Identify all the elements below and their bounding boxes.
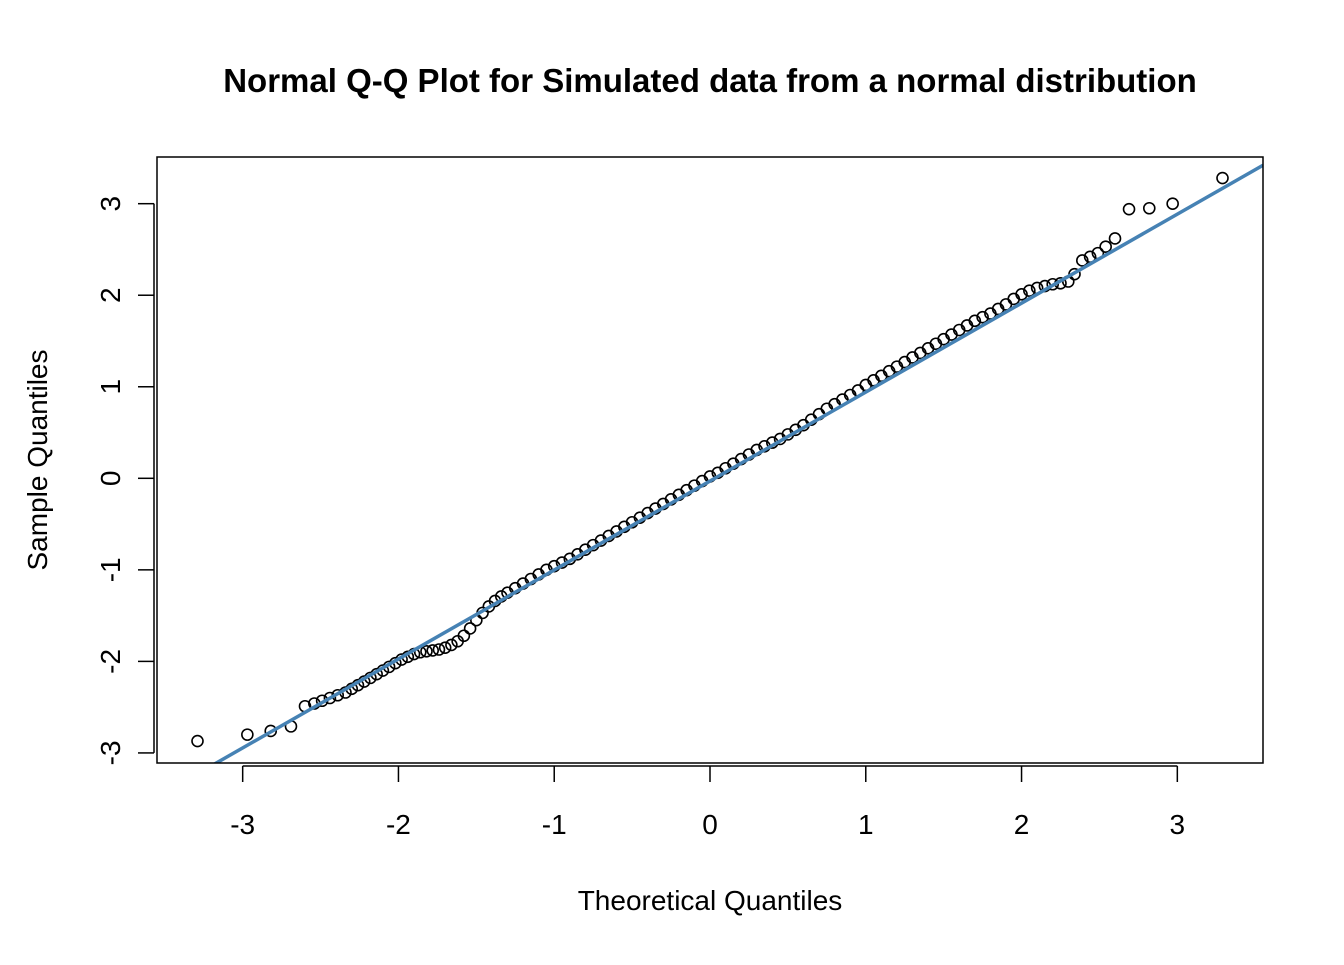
qq-point: [426, 644, 440, 657]
qq-point: [191, 734, 204, 748]
qq-point: [1046, 277, 1059, 291]
qq-point: [1099, 240, 1112, 254]
plot-area: [191, 163, 1263, 763]
y-tick-label: -2: [95, 649, 126, 674]
qq-point: [457, 629, 471, 643]
qq-point: [968, 314, 982, 328]
qq-point: [1108, 232, 1122, 245]
x-axis-label: Theoretical Quantiles: [578, 885, 843, 916]
qq-point: [1166, 197, 1179, 210]
x-tick-label: -2: [386, 809, 411, 840]
qq-point: [438, 641, 452, 654]
y-axis: -3 -2 -1 0 1 2 3: [95, 196, 155, 765]
plot-frame: [156, 156, 1264, 764]
qq-point: [264, 724, 278, 738]
qq-point: [241, 728, 254, 741]
y-tick-label: 0: [95, 471, 126, 487]
x-tick-label: 3: [1170, 809, 1186, 840]
qq-point: [463, 622, 477, 635]
y-tick-label: -1: [95, 557, 126, 582]
chart-title: Normal Q-Q Plot for Simulated data from …: [223, 62, 1197, 99]
qq-point: [445, 638, 458, 652]
qq-point: [976, 310, 989, 324]
qq-point: [323, 691, 337, 705]
qq-point: [432, 643, 446, 656]
qq-reference-line: [212, 163, 1263, 763]
qq-point: [420, 645, 433, 658]
x-tick-label: -3: [230, 809, 255, 840]
y-tick-label: -3: [95, 740, 126, 765]
y-tick-label: 3: [95, 196, 126, 212]
x-tick-label: 1: [858, 809, 874, 840]
qq-point: [1216, 171, 1229, 185]
x-tick-label: 0: [702, 809, 718, 840]
qq-point: [1076, 254, 1089, 267]
qq-point: [1015, 288, 1028, 301]
x-tick-label: -1: [542, 809, 567, 840]
x-axis: -3 -2 -1 0 1 2 3: [230, 765, 1186, 840]
y-tick-label: 1: [95, 379, 126, 395]
x-tick-label: 2: [1014, 809, 1030, 840]
qq-point: [1122, 202, 1136, 216]
qq-point: [1023, 284, 1036, 297]
y-tick-label: 2: [95, 287, 126, 303]
qq-point: [1142, 201, 1156, 215]
y-axis-label: Sample Quantiles: [22, 349, 53, 570]
